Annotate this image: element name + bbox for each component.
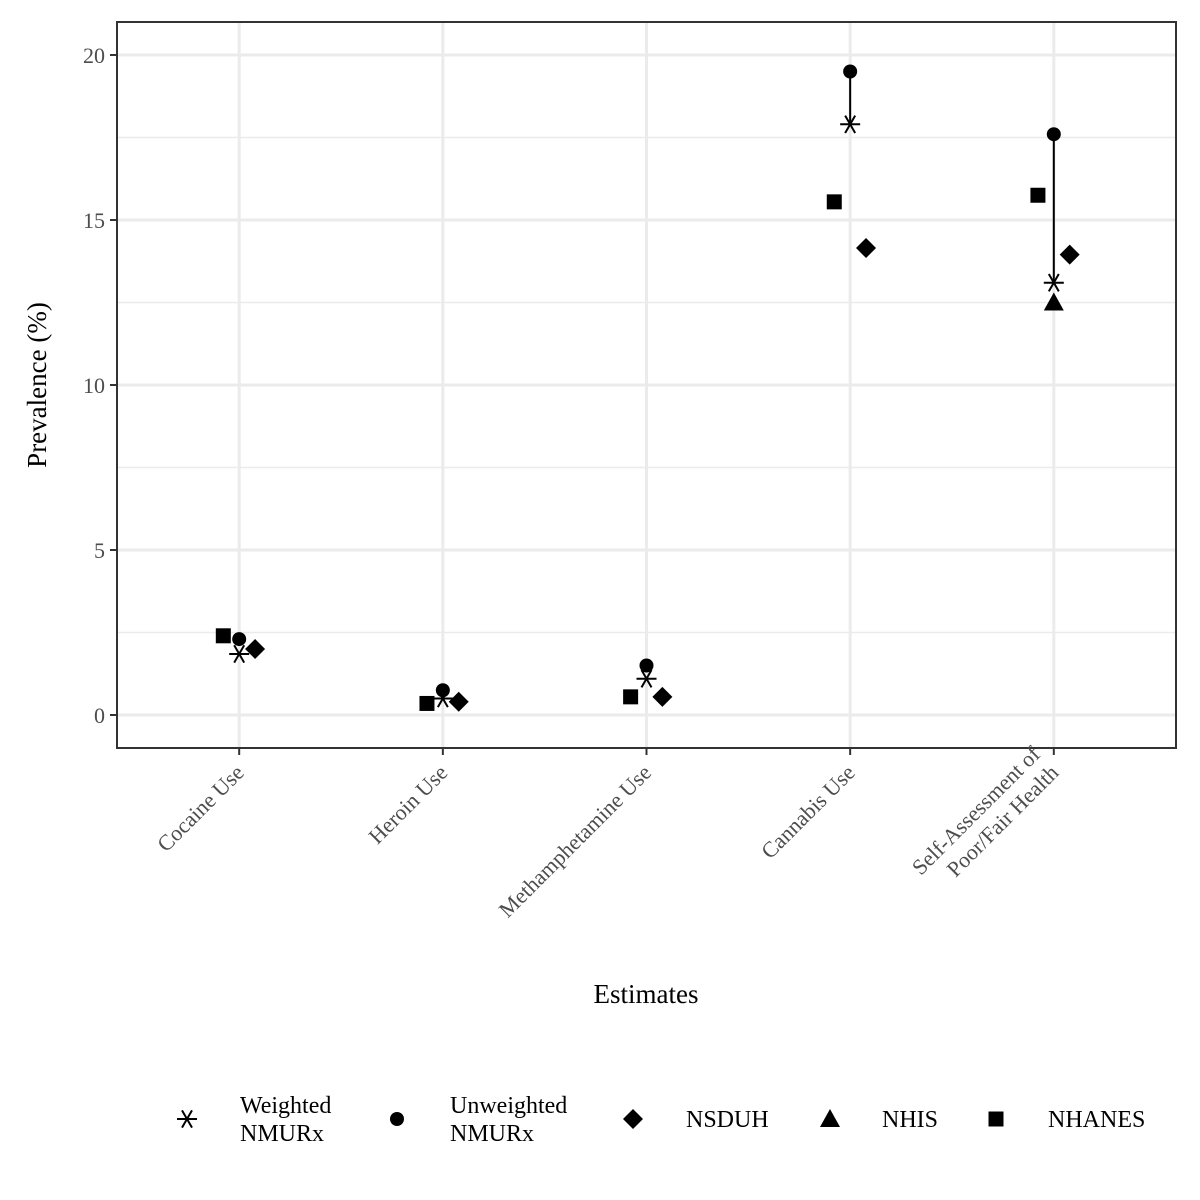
legend-label: NHANES (1048, 1107, 1145, 1133)
point-asterisk (229, 644, 250, 664)
x-tick-label: Self-Assessment ofPoor/Fair Health (907, 741, 1064, 898)
legend-key-circle (390, 1112, 404, 1126)
x-tick-label: Methamphetamine Use (494, 760, 656, 922)
point-asterisk (840, 115, 861, 134)
point-square (419, 695, 435, 711)
point-square (215, 628, 231, 644)
legend-item: NSDUH (623, 1107, 769, 1133)
point-asterisk (1043, 273, 1064, 292)
point-diamond (245, 639, 266, 659)
point-circle (1046, 127, 1061, 142)
y-tick-label: 15 (83, 208, 105, 233)
point-circle (435, 683, 450, 698)
x-tick-label: Cocaine Use (152, 760, 249, 857)
legend-key-diamond (623, 1109, 643, 1129)
x-axis-title: Estimates (594, 979, 699, 1009)
y-axis-title: Prevalence (%) (22, 302, 52, 468)
point-diamond (1059, 244, 1080, 265)
point-triangle (1043, 292, 1064, 311)
legend-key-triangle (820, 1109, 840, 1127)
y-axis: 0 5 10 15 20 (83, 43, 117, 728)
y-tick-label: 10 (83, 373, 105, 398)
legend-item: Unweighted NMURx (390, 1093, 567, 1147)
point-circle (232, 632, 247, 647)
point-square (1030, 187, 1046, 203)
legend-key-asterisk (177, 1109, 197, 1129)
legend: Weighted NMURx Unweighted NMURx NSDUH NHIS NHA… (177, 1093, 1145, 1147)
point-circle (639, 658, 654, 673)
legend-item: NHIS (820, 1107, 938, 1133)
data-points (215, 64, 1080, 712)
range-lines (849, 71, 1055, 283)
legend-item: Weighted NMURx (177, 1093, 331, 1147)
point-square (623, 689, 639, 705)
point-diamond (856, 238, 877, 259)
x-tick-label: Heroin Use (363, 760, 452, 849)
legend-label: NHIS (882, 1107, 938, 1133)
legend-item: NHANES (988, 1107, 1145, 1133)
y-tick-label: 0 (94, 703, 105, 728)
x-tick-label: Cannabis Use (756, 760, 860, 864)
legend-label: NSDUH (686, 1107, 769, 1133)
legend-label: Weighted NMURx (240, 1093, 331, 1147)
point-diamond (652, 686, 673, 707)
point-asterisk (636, 669, 657, 688)
point-square (826, 194, 842, 210)
legend-label: Unweighted NMURx (450, 1093, 567, 1147)
x-axis: Cocaine Use Heroin Use Methamphetamine Use… (152, 741, 1064, 922)
legend-key-square (988, 1111, 1004, 1127)
y-tick-label: 20 (83, 43, 105, 68)
point-diamond (448, 691, 469, 712)
point-circle (843, 64, 858, 79)
y-tick-label: 5 (94, 538, 105, 563)
grid (117, 22, 1176, 748)
